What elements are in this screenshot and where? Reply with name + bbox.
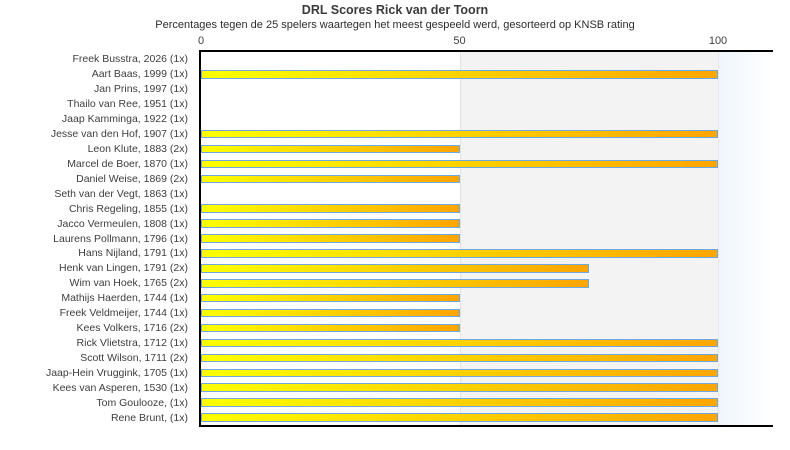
bar-row <box>201 306 771 321</box>
bar-row <box>201 82 771 97</box>
bar-row <box>201 171 771 186</box>
bar-row <box>201 67 771 82</box>
bar <box>201 338 718 348</box>
bar-row <box>201 335 771 350</box>
bar-row <box>201 410 771 425</box>
bar-row <box>201 142 771 157</box>
bar <box>201 353 718 363</box>
bar <box>201 144 460 154</box>
bar <box>201 219 460 228</box>
y-axis-label: Laurens Pollmann, 1796 (1x) <box>53 232 188 245</box>
bar-row <box>201 216 771 231</box>
bar-row <box>201 201 771 216</box>
y-axis-label: Jacco Vermeulen, 1808 (1x) <box>57 217 188 230</box>
bar-row <box>201 291 771 306</box>
bar-row <box>201 276 771 291</box>
y-axis-label: Jaap Kamminga, 1922 (1x) <box>61 113 188 126</box>
bar <box>201 413 718 422</box>
y-axis: Freek Busstra, 2026 (1x) Aart Baas, 1999 … <box>0 52 194 425</box>
x-axis-tick-label: 100 <box>708 35 728 47</box>
bar <box>201 234 460 243</box>
bar-row <box>201 156 771 171</box>
bar <box>201 70 718 79</box>
y-axis-label: Kees van Asperen, 1530 (1x) <box>52 381 188 394</box>
bar-row <box>201 52 771 67</box>
bar-row <box>201 350 771 365</box>
y-axis-label: Jan Prins, 1997 (1x) <box>94 83 188 96</box>
y-axis-label: Seth van der Vegt, 1863 (1x) <box>54 187 188 200</box>
bar-row <box>201 186 771 201</box>
bar-row <box>201 380 771 395</box>
background-band <box>459 52 719 425</box>
y-axis-label: Wim van Hoek, 1765 (2x) <box>69 277 188 290</box>
y-axis-label: Mathijs Haerden, 1744 (1x) <box>61 292 188 305</box>
y-axis-label: Jaap-Hein Vruggink, 1705 (1x) <box>45 366 188 379</box>
y-axis-label: Rick Vlietstra, 1712 (1x) <box>76 336 188 349</box>
bar <box>201 323 460 333</box>
plot-area <box>199 50 773 427</box>
background-band <box>718 52 773 425</box>
bar-row <box>201 231 771 246</box>
bar <box>201 368 718 378</box>
bar <box>201 249 718 258</box>
x-axis-tick-label: 0 <box>197 35 205 47</box>
bar-row <box>201 261 771 276</box>
bar-row <box>201 395 771 410</box>
chart-subtitle: Percentages tegen de 25 spelers waartege… <box>155 19 635 31</box>
y-axis-label: Thailo van Ree, 1951 (1x) <box>67 98 188 111</box>
bar-row <box>201 112 771 127</box>
bar <box>201 308 460 318</box>
y-axis-label: Scott Wilson, 1711 (2x) <box>80 351 188 364</box>
y-axis-label: Henk van Lingen, 1791 (2x) <box>59 262 188 275</box>
bar <box>201 398 718 407</box>
bar-row <box>201 365 771 380</box>
bar <box>201 383 718 392</box>
bar <box>201 129 718 139</box>
y-axis-label: Chris Regeling, 1855 (1x) <box>68 202 188 215</box>
y-axis-label: Freek Busstra, 2026 (1x) <box>72 53 188 66</box>
x-axis-tick-label: 50 <box>453 35 466 47</box>
x-axis: 0 50 100 <box>197 35 771 49</box>
y-axis-label: Aart Baas, 1999 (1x) <box>91 68 188 81</box>
bar-row <box>201 97 771 112</box>
bar <box>201 293 460 303</box>
y-axis-label: Freek Veldmeijer, 1744 (1x) <box>59 307 188 320</box>
y-axis-label: Marcel de Boer, 1870 (1x) <box>67 157 188 170</box>
y-axis-label: Daniel Weise, 1869 (2x) <box>76 172 188 185</box>
chart-title: DRL Scores Rick van der Toorn <box>301 3 489 17</box>
bar <box>201 279 589 288</box>
y-axis-label: Kees Volkers, 1716 (2x) <box>76 322 188 335</box>
bar-row <box>201 127 771 142</box>
bar-row <box>201 321 771 336</box>
y-axis-label: Tom Goulooze, (1x) <box>96 396 188 409</box>
y-axis-label: Hans Nijland, 1791 (1x) <box>78 247 188 260</box>
y-axis-label: Leon Klute, 1883 (2x) <box>87 142 188 155</box>
bar <box>201 174 460 184</box>
bar-rows <box>201 52 771 425</box>
bar <box>201 159 718 169</box>
bar <box>201 204 460 213</box>
bar <box>201 264 589 273</box>
bar-row <box>201 246 771 261</box>
y-axis-label: Jesse van den Hof, 1907 (1x) <box>50 128 188 141</box>
y-axis-label: Rene Brunt, (1x) <box>110 411 188 424</box>
